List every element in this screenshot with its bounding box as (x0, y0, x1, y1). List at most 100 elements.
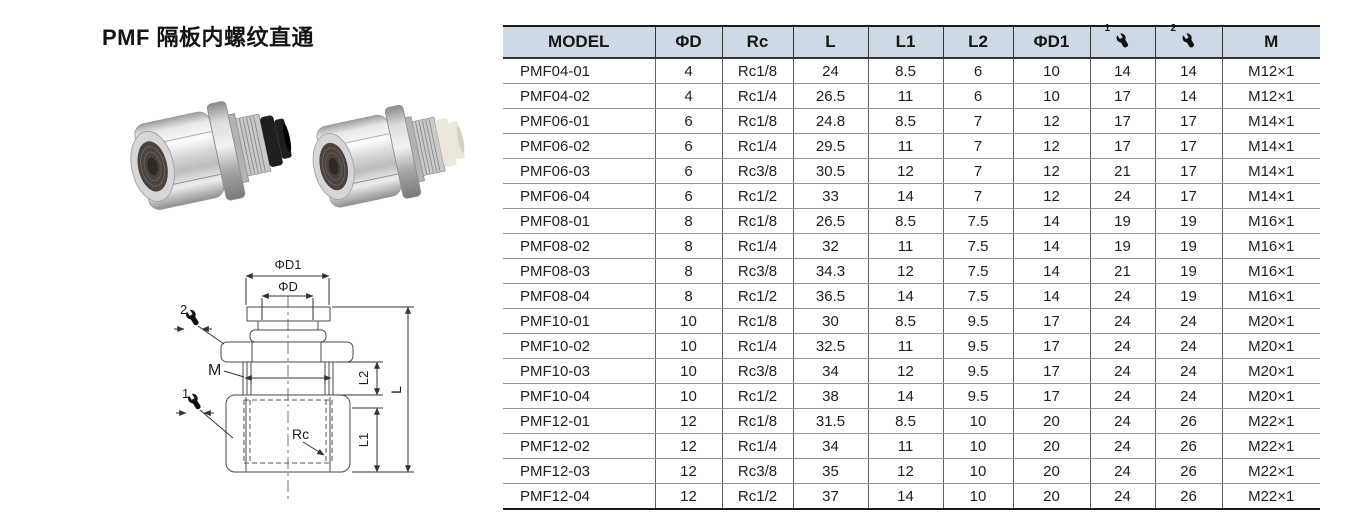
table-row: PMF06-01 6 Rc1/8 24.8 8.5 7 12 17 17 M14×1 (503, 108, 1320, 134)
cell-l: 26.5 (792, 208, 868, 234)
cell-phi-d1: 10 (1012, 58, 1090, 84)
cell-l: 38 (792, 383, 868, 409)
cell-phi-d: 6 (654, 108, 722, 134)
cell-phi-d1: 14 (1012, 208, 1090, 234)
cell-l1: 14 (867, 183, 943, 209)
cell-l: 30.5 (792, 158, 868, 184)
cell-phi-d1: 20 (1012, 408, 1090, 434)
cell-m: M22×1 (1221, 458, 1320, 484)
table-row: PMF12-04 12 Rc1/2 37 14 10 20 24 26 M22×1 (503, 483, 1320, 510)
cell-phi-d: 6 (654, 158, 722, 184)
cell-wrench-1: 24 (1089, 408, 1155, 434)
cell-wrench-2: 17 (1154, 183, 1222, 209)
rc-leader (302, 441, 325, 456)
cell-rc: Rc3/8 (721, 458, 793, 484)
cell-model: PMF04-02 (503, 83, 655, 109)
cell-rc: Rc1/4 (721, 233, 793, 259)
cell-phi-d1: 12 (1012, 108, 1090, 134)
cell-rc: Rc1/2 (721, 483, 793, 510)
label-wrench-2: 2 (180, 302, 187, 317)
cell-m: M20×1 (1221, 358, 1320, 384)
cell-l: 24 (792, 58, 868, 84)
cell-model: PMF12-02 (503, 433, 655, 459)
table-row: PMF04-01 4 Rc1/8 24 8.5 6 10 14 14 M12×1 (503, 58, 1320, 84)
cell-wrench-1: 21 (1089, 158, 1155, 184)
cell-l2: 7 (942, 183, 1013, 209)
cell-l2: 10 (942, 483, 1013, 510)
cell-phi-d: 4 (654, 83, 722, 109)
label-l: L (388, 386, 404, 394)
table-row: PMF10-01 10 Rc1/8 30 8.5 9.5 17 24 24 M20×1 (503, 308, 1320, 334)
cell-model: PMF10-03 (503, 358, 655, 384)
cell-l2: 10 (942, 433, 1013, 459)
cell-m: M14×1 (1221, 133, 1320, 159)
cell-phi-d: 12 (654, 458, 722, 484)
cell-wrench-2: 26 (1154, 433, 1222, 459)
cell-l2: 6 (942, 58, 1013, 84)
table-row: PMF04-02 4 Rc1/4 26.5 11 6 10 17 14 M12×1 (503, 83, 1320, 109)
cell-model: PMF08-02 (503, 233, 655, 259)
cell-l: 34.3 (792, 258, 868, 284)
technical-drawing-wrap: ΦD1 ΦD 2 M L2 1 Rc L1 L (140, 250, 440, 523)
cell-m: M16×1 (1221, 233, 1320, 259)
table-row: PMF10-04 10 Rc1/2 38 14 9.5 17 24 24 M20×1 (503, 383, 1320, 409)
cell-phi-d1: 14 (1012, 258, 1090, 284)
cell-rc: Rc1/4 (721, 333, 793, 359)
cell-l2: 7 (942, 133, 1013, 159)
cell-rc: Rc1/2 (721, 383, 793, 409)
cell-rc: Rc1/8 (721, 408, 793, 434)
cell-rc: Rc1/8 (721, 208, 793, 234)
cell-l: 36.5 (792, 283, 868, 309)
cell-model: PMF12-04 (503, 483, 655, 510)
cell-l2: 10 (942, 458, 1013, 484)
cell-model: PMF06-04 (503, 183, 655, 209)
cell-wrench-1: 17 (1089, 133, 1155, 159)
cell-l: 30 (792, 308, 868, 334)
cell-wrench-2: 19 (1154, 283, 1222, 309)
cell-rc: Rc1/2 (721, 283, 793, 309)
cell-l: 32 (792, 233, 868, 259)
cell-phi-d1: 12 (1012, 183, 1090, 209)
cell-model: PMF08-01 (503, 208, 655, 234)
cell-l2: 9.5 (942, 333, 1013, 359)
cell-wrench-2: 17 (1154, 133, 1222, 159)
cell-l1: 11 (867, 233, 943, 259)
label-l2: L2 (356, 371, 371, 385)
page-title: PMF 隔板内螺纹直通 (102, 25, 315, 50)
cell-model: PMF06-02 (503, 133, 655, 159)
cell-m: M22×1 (1221, 433, 1320, 459)
product-photo-black-collar (116, 82, 298, 242)
cell-l1: 14 (867, 483, 943, 510)
cell-phi-d: 6 (654, 183, 722, 209)
cell-wrench-2: 26 (1154, 408, 1222, 434)
cell-model: PMF10-02 (503, 333, 655, 359)
table-row: PMF10-02 10 Rc1/4 32.5 11 9.5 17 24 24 M20×1 (503, 333, 1320, 359)
cell-l2: 7.5 (942, 258, 1013, 284)
table-row: PMF08-02 8 Rc1/4 32 11 7.5 14 19 19 M16×1 (503, 233, 1320, 259)
col-header-l1: L1 (867, 25, 943, 59)
cell-l2: 7 (942, 158, 1013, 184)
cell-wrench-2: 19 (1154, 258, 1222, 284)
cell-rc: Rc3/8 (721, 258, 793, 284)
cell-wrench-1: 17 (1089, 108, 1155, 134)
table-row: PMF06-02 6 Rc1/4 29.5 11 7 12 17 17 M14×1 (503, 133, 1320, 159)
cell-rc: Rc1/4 (721, 83, 793, 109)
cell-l1: 11 (867, 333, 943, 359)
body-outline (225, 394, 351, 473)
cell-phi-d1: 17 (1012, 358, 1090, 384)
col-header-phi-d: ΦD (654, 25, 722, 59)
cell-wrench-1: 17 (1089, 83, 1155, 109)
table-row: PMF12-02 12 Rc1/4 34 11 10 20 24 26 M22×1 (503, 433, 1320, 459)
cell-model: PMF04-01 (503, 58, 655, 84)
cell-l2: 9.5 (942, 308, 1013, 334)
cell-phi-d1: 17 (1012, 383, 1090, 409)
cell-phi-d1: 20 (1012, 458, 1090, 484)
cell-l: 24.8 (792, 108, 868, 134)
table-row: PMF10-03 10 Rc3/8 34 12 9.5 17 24 24 M20×1 (503, 358, 1320, 384)
cell-phi-d: 6 (654, 133, 722, 159)
cell-rc: Rc1/4 (721, 133, 793, 159)
table-row: PMF12-01 12 Rc1/8 31.5 8.5 10 20 24 26 M22×1 (503, 408, 1320, 434)
cell-l: 37 (792, 483, 868, 510)
cell-phi-d1: 12 (1012, 158, 1090, 184)
